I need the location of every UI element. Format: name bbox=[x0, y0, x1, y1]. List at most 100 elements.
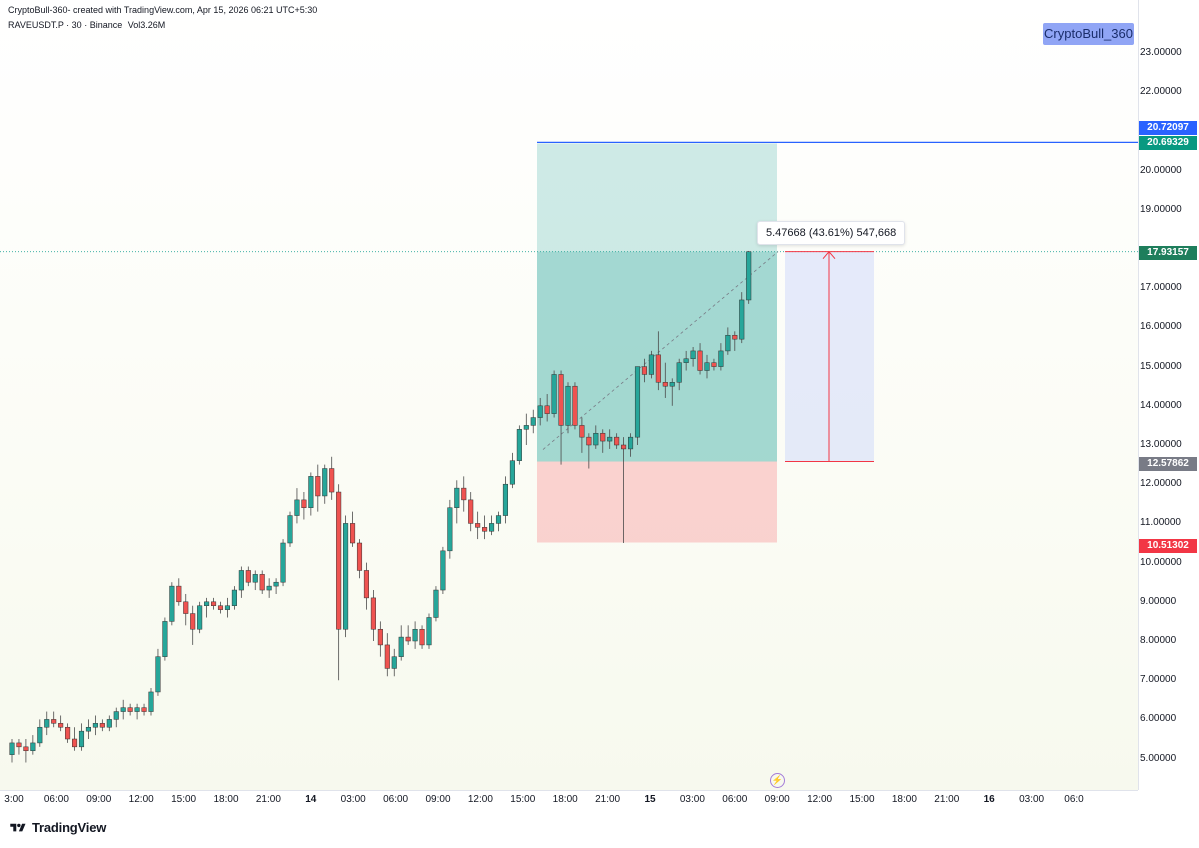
candle-body bbox=[489, 523, 495, 532]
time-tick-label: 12:00 bbox=[467, 794, 493, 805]
candle-body bbox=[516, 429, 522, 461]
candle-body bbox=[266, 585, 272, 591]
candle-body bbox=[356, 542, 363, 571]
candle-body bbox=[183, 601, 189, 614]
time-tick-label: 15:00 bbox=[510, 794, 536, 805]
candle-body bbox=[294, 499, 300, 516]
candle-body bbox=[718, 350, 724, 367]
candle-body bbox=[287, 515, 293, 544]
candle-body bbox=[245, 570, 251, 583]
candle-body bbox=[280, 542, 286, 583]
candle-body bbox=[370, 597, 376, 630]
candle-body bbox=[544, 405, 550, 414]
candle-body bbox=[468, 499, 474, 524]
candle-body bbox=[593, 432, 599, 446]
candle-body bbox=[558, 374, 564, 426]
time-tick-label: 16 bbox=[983, 794, 995, 805]
chart-watermark-title: CryptoBull-360- created with TradingView… bbox=[8, 5, 318, 15]
candle-body bbox=[502, 483, 508, 516]
candle-body bbox=[412, 628, 418, 642]
candle-body bbox=[155, 656, 161, 693]
price-tick-label: 19.00000 bbox=[1140, 203, 1182, 215]
time-tick-label: 03:00 bbox=[340, 794, 366, 805]
candle-body bbox=[30, 742, 36, 752]
candle-body bbox=[384, 644, 390, 669]
candle-body bbox=[350, 523, 356, 544]
candle-body bbox=[363, 570, 369, 599]
price-flag-label: 20.69329 bbox=[1139, 136, 1197, 150]
candle-body bbox=[572, 385, 578, 426]
time-tick-label: 15 bbox=[644, 794, 656, 805]
chart-area[interactable] bbox=[0, 0, 1138, 790]
candle-body bbox=[197, 605, 203, 630]
candle-body bbox=[273, 581, 279, 587]
candle-body bbox=[628, 436, 634, 450]
time-axis[interactable] bbox=[0, 790, 1138, 811]
price-tick-label: 11.00000 bbox=[1140, 517, 1181, 529]
candle-body bbox=[134, 707, 140, 712]
measure-label: 5.47668 (43.61%) 547,668 bbox=[757, 221, 906, 245]
lightning-icon[interactable]: ⚡ bbox=[770, 773, 785, 788]
time-tick-label: 06:00 bbox=[722, 794, 748, 805]
candle-body bbox=[9, 742, 15, 755]
time-tick-label: 09:00 bbox=[425, 794, 451, 805]
price-tick-label: 20.00000 bbox=[1140, 164, 1182, 176]
candle-body bbox=[78, 730, 85, 748]
time-tick-label: 06:00 bbox=[383, 794, 409, 805]
candle-body bbox=[475, 523, 481, 528]
price-tick-label: 16.00000 bbox=[1140, 321, 1182, 333]
candle-body bbox=[655, 354, 661, 383]
candle-body bbox=[211, 601, 217, 606]
candle-body bbox=[732, 334, 738, 340]
time-tick-label: 21:00 bbox=[255, 794, 281, 805]
candle-body bbox=[662, 382, 668, 387]
candle-body bbox=[308, 476, 314, 508]
volume-value: Vol3.26M bbox=[127, 20, 166, 30]
candle-body bbox=[697, 350, 703, 371]
candle-body bbox=[725, 334, 731, 352]
time-tick-label: 18:00 bbox=[213, 794, 239, 805]
candle-body bbox=[190, 613, 196, 630]
price-tick-label: 15.00000 bbox=[1140, 360, 1182, 372]
candle-body bbox=[113, 711, 119, 720]
candle-body bbox=[426, 617, 432, 646]
price-tick-label: 10.00000 bbox=[1140, 556, 1182, 568]
price-tick-label: 13.00000 bbox=[1140, 439, 1182, 450]
price-flag-label: 12.57862 bbox=[1139, 457, 1197, 471]
tradingview-logo[interactable]: TradingView bbox=[8, 820, 106, 835]
candle-body bbox=[224, 605, 230, 610]
price-tick-label: 17.00000 bbox=[1140, 282, 1182, 294]
candle-body bbox=[565, 385, 571, 426]
candle-body bbox=[648, 354, 654, 375]
candle-body bbox=[336, 491, 342, 630]
candle-body bbox=[454, 487, 460, 508]
candle-body bbox=[405, 636, 411, 642]
symbol-legend[interactable]: RAVEUSDT.P · 30 · Binance Vol3.26M bbox=[8, 20, 165, 30]
candle-body bbox=[377, 628, 383, 646]
candle-body bbox=[37, 726, 43, 744]
price-tick-label: 5.00000 bbox=[1140, 752, 1177, 764]
time-tick-label: 3:00 bbox=[4, 794, 24, 805]
candle-body bbox=[614, 436, 620, 446]
candle-body bbox=[495, 515, 502, 524]
price-chart[interactable] bbox=[0, 0, 1138, 790]
time-tick-label: 06:0 bbox=[1064, 794, 1084, 805]
candle-body bbox=[315, 476, 321, 497]
candle-body bbox=[398, 636, 404, 657]
candle-body bbox=[127, 707, 133, 712]
time-tick-label: 21:00 bbox=[934, 794, 960, 805]
candle-body bbox=[607, 436, 613, 442]
price-axis[interactable] bbox=[1138, 0, 1199, 790]
candle-body bbox=[447, 507, 453, 552]
candle-body bbox=[461, 487, 467, 501]
candle-body bbox=[440, 550, 446, 591]
candle-body bbox=[92, 723, 98, 728]
time-tick-label: 18:00 bbox=[552, 794, 578, 805]
symbol-info[interactable]: RAVEUSDT.P · 30 · Binance bbox=[8, 20, 123, 30]
candle-body bbox=[704, 362, 710, 371]
candle-body bbox=[523, 425, 529, 430]
candle-body bbox=[621, 444, 627, 450]
footer bbox=[0, 811, 1199, 848]
time-tick-label: 06:00 bbox=[43, 794, 69, 805]
candle-body bbox=[148, 691, 154, 712]
